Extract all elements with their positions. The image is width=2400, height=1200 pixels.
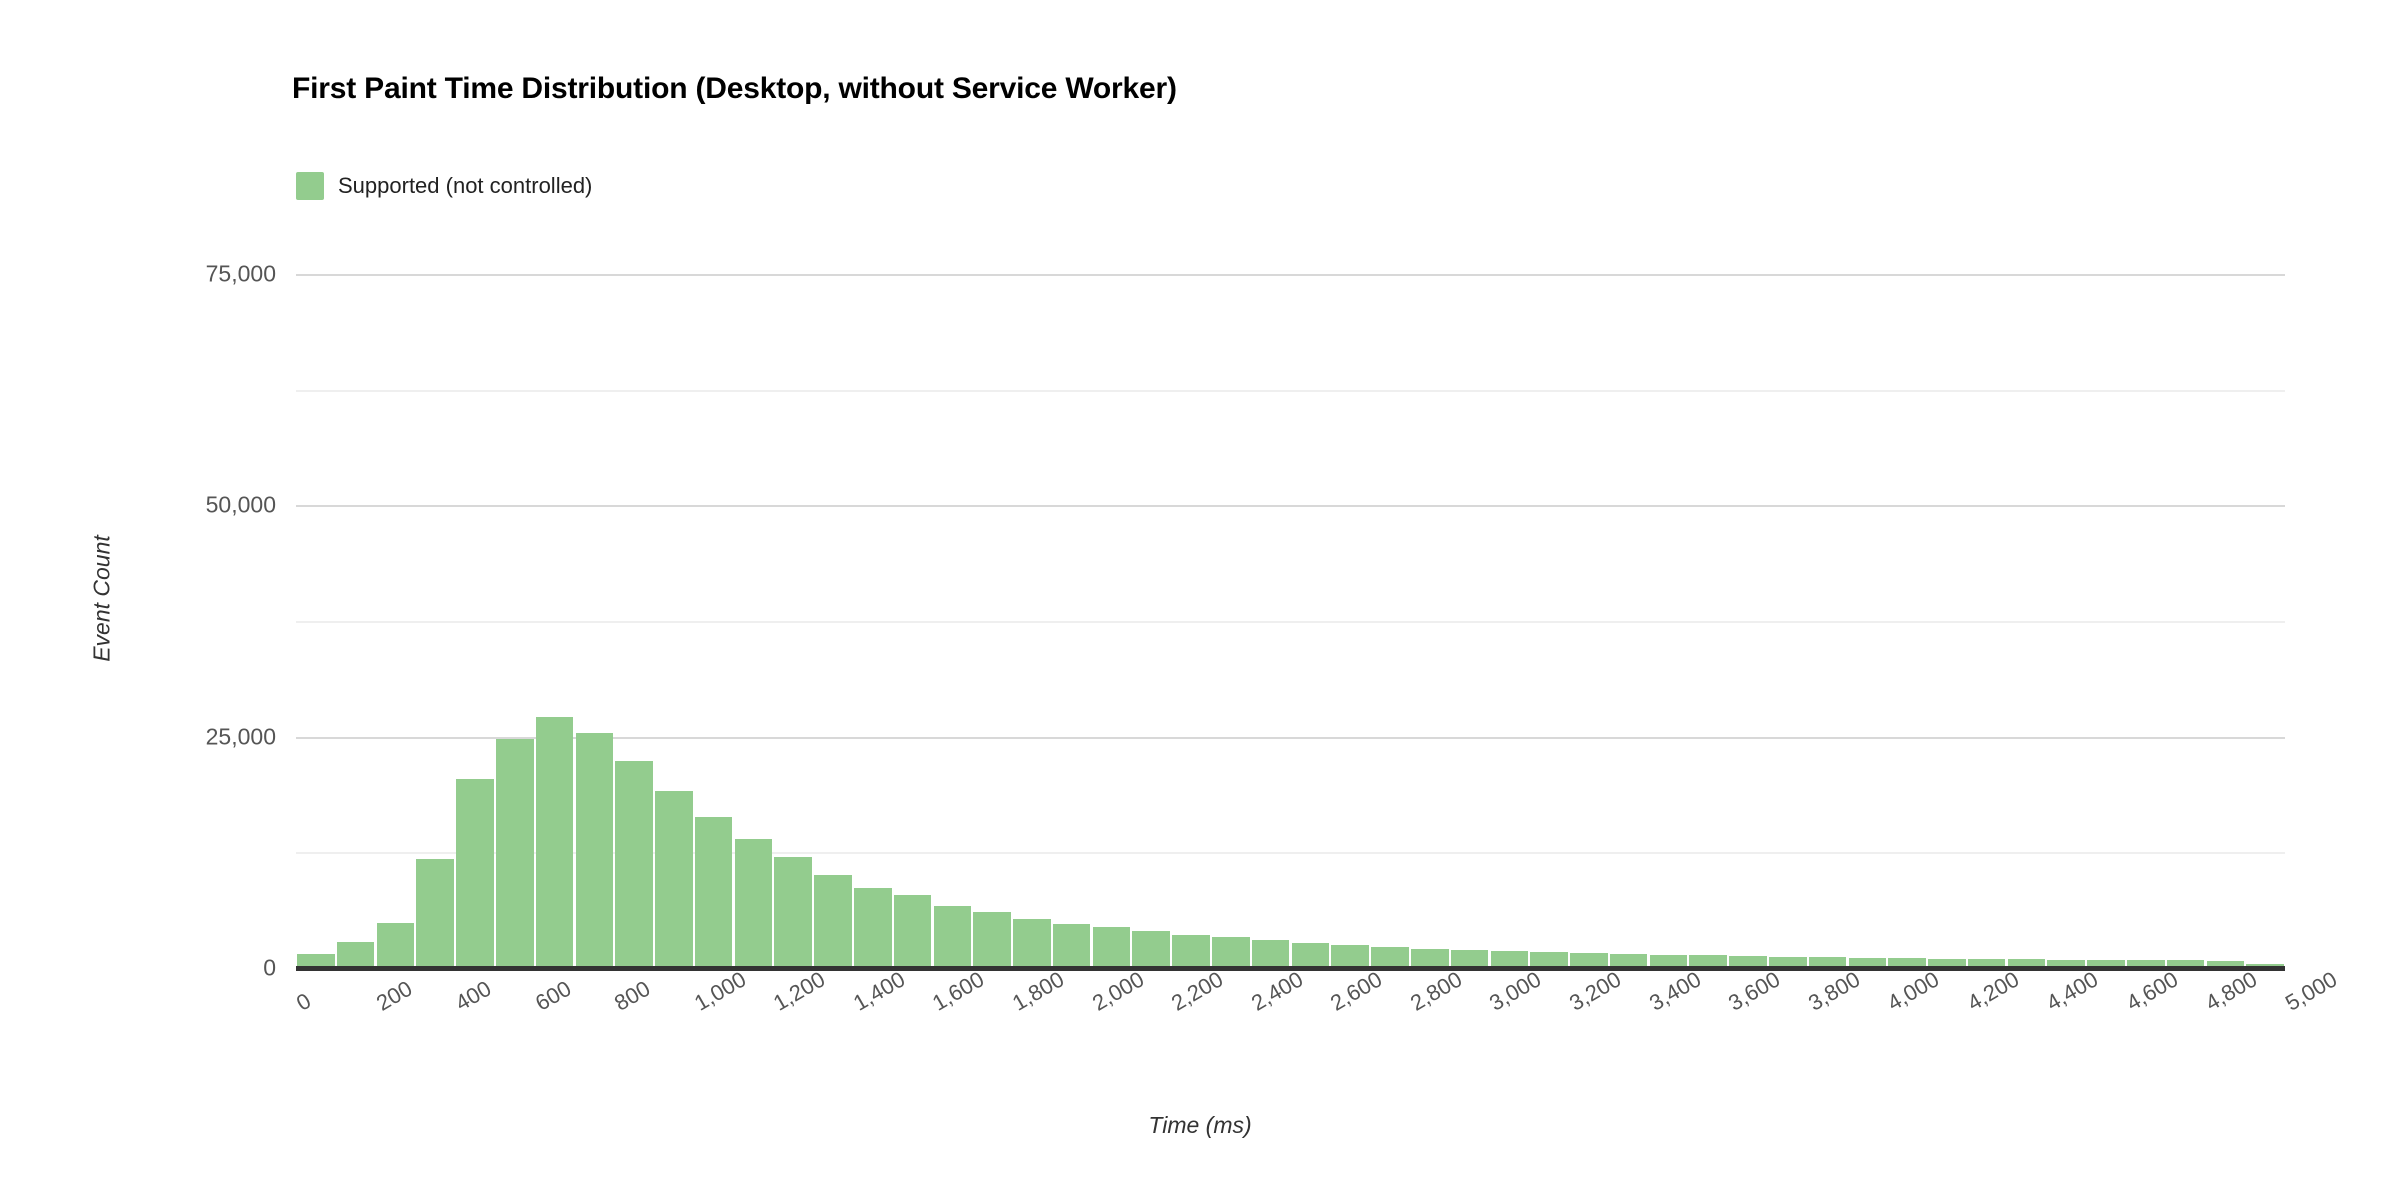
bar[interactable]	[2047, 959, 2085, 968]
x-axis-tick-label: 400	[451, 975, 496, 1016]
bar[interactable]	[297, 954, 335, 968]
bar[interactable]	[973, 912, 1011, 968]
x-axis-tick-label: 600	[530, 975, 575, 1016]
bar[interactable]	[694, 817, 733, 968]
legend-item-supported-not-controlled[interactable]: Supported (not controlled)	[296, 172, 592, 200]
bar[interactable]	[1848, 957, 1887, 968]
bar[interactable]	[933, 906, 972, 968]
gridline-major	[296, 505, 2285, 508]
x-axis-tick-label: 3,600	[1724, 966, 1785, 1016]
bar[interactable]	[1967, 958, 2006, 968]
bar[interactable]	[893, 894, 932, 968]
chart-title: First Paint Time Distribution (Desktop, …	[292, 72, 1177, 105]
x-axis-tick-label: 1,000	[689, 966, 750, 1016]
x-axis-tick-label: 1,400	[848, 966, 910, 1016]
bar[interactable]	[615, 760, 653, 968]
bar[interactable]	[1092, 927, 1131, 968]
bar[interactable]	[496, 738, 534, 968]
bar[interactable]	[1888, 957, 1926, 968]
x-axis-tick-label: 2,000	[1087, 966, 1148, 1016]
bar[interactable]	[774, 856, 813, 968]
bar[interactable]	[1291, 943, 1330, 968]
bar[interactable]	[2087, 959, 2125, 968]
bar[interactable]	[1689, 955, 1727, 968]
x-axis-tick-label: 0	[292, 987, 316, 1016]
x-axis-tick-label: 3,400	[1644, 966, 1705, 1016]
x-axis-tick-label: 3,800	[1803, 966, 1864, 1016]
x-axis-tick-labels: 0 200 400 600 800 1,000 1,200 1,400 1,600 1,800 2,…	[292, 966, 2341, 1086]
y-axis-tick-label: 0	[263, 954, 276, 981]
y-axis-title: Event Count	[88, 535, 115, 662]
bar[interactable]	[1808, 956, 1847, 968]
chart-legend: Supported (not controlled)	[296, 172, 592, 200]
bar[interactable]	[1410, 948, 1449, 968]
gridline-major	[296, 274, 2285, 276]
x-axis-tick-label: 2,600	[1326, 966, 1387, 1016]
bar[interactable]	[1172, 934, 1210, 968]
bar[interactable]	[1013, 918, 1051, 968]
x-axis-tick-label: 2,200	[1167, 966, 1228, 1016]
x-axis-tick-label: 200	[371, 975, 416, 1016]
x-axis-tick-label: 800	[610, 975, 655, 1016]
gridline-major	[296, 736, 2285, 739]
bar[interactable]	[1928, 958, 1966, 968]
bar[interactable]	[1251, 940, 1290, 968]
bar[interactable]	[1490, 951, 1529, 968]
bar[interactable]	[1570, 953, 1608, 968]
x-axis-tick-label: 4,600	[2121, 966, 2183, 1016]
bar[interactable]	[456, 779, 494, 968]
x-axis-tick-label: 3,000	[1485, 966, 1546, 1016]
y-axis-tick-label: 50,000	[205, 491, 276, 518]
bar[interactable]	[2007, 959, 2046, 968]
y-axis-tick-label: 25,000	[205, 723, 276, 750]
bar[interactable]	[814, 874, 852, 968]
y-axis-tick-labels: 0 25,000 50,000 75,000	[0, 0, 276, 1200]
bar[interactable]	[1450, 950, 1489, 968]
gridline-minor	[296, 389, 2285, 392]
bar[interactable]	[2126, 960, 2165, 968]
x-axis-title: Time (ms)	[1148, 1112, 1252, 1138]
x-axis-tick-label: 1,600	[928, 966, 989, 1016]
gridline-minor	[296, 852, 2285, 855]
bar[interactable]	[655, 791, 693, 968]
bar[interactable]	[1132, 931, 1171, 968]
y-axis-tick-label: 75,000	[205, 260, 276, 287]
bar[interactable]	[376, 922, 415, 968]
bar[interactable]	[336, 942, 375, 968]
x-axis-tick-label: 3,200	[1564, 966, 1626, 1016]
bar[interactable]	[535, 717, 574, 968]
x-axis-tick-label: 4,200	[1962, 966, 2023, 1016]
x-axis-tick-label: 4,000	[1883, 966, 1944, 1016]
bar[interactable]	[575, 732, 614, 968]
x-axis-tick-label: 1,800	[1008, 966, 1069, 1016]
bar-series-supported-not-controlled	[296, 274, 2285, 968]
plot-area	[296, 274, 2285, 968]
bar[interactable]	[1609, 954, 1648, 968]
bar[interactable]	[734, 839, 773, 968]
bar[interactable]	[2206, 960, 2245, 968]
x-axis-tick-label: 2,800	[1405, 966, 1467, 1016]
bar[interactable]	[1768, 956, 1807, 968]
x-axis-tick-label: 4,800	[2201, 966, 2262, 1016]
bar[interactable]	[1371, 946, 1409, 968]
x-axis-tick-label: 4,400	[2042, 966, 2103, 1016]
x-axis-tick-label: 2,400	[1246, 966, 1307, 1016]
legend-item-label: Supported (not controlled)	[338, 173, 593, 198]
bar[interactable]	[1649, 955, 1688, 968]
gridline-minor	[296, 621, 2285, 623]
bar[interactable]	[2166, 960, 2205, 968]
bar[interactable]	[416, 858, 455, 968]
bar[interactable]	[1530, 952, 1568, 968]
bar[interactable]	[1331, 944, 1369, 968]
x-axis-tick-label: 1,200	[769, 966, 830, 1016]
legend-swatch-icon	[296, 172, 324, 200]
x-axis-tick-label: 5,000	[2281, 966, 2342, 1016]
bar[interactable]	[1052, 923, 1091, 968]
bar[interactable]	[1729, 955, 1767, 968]
x-axis-baseline	[296, 966, 2285, 971]
bar[interactable]	[854, 887, 892, 968]
bar[interactable]	[1212, 937, 1250, 968]
